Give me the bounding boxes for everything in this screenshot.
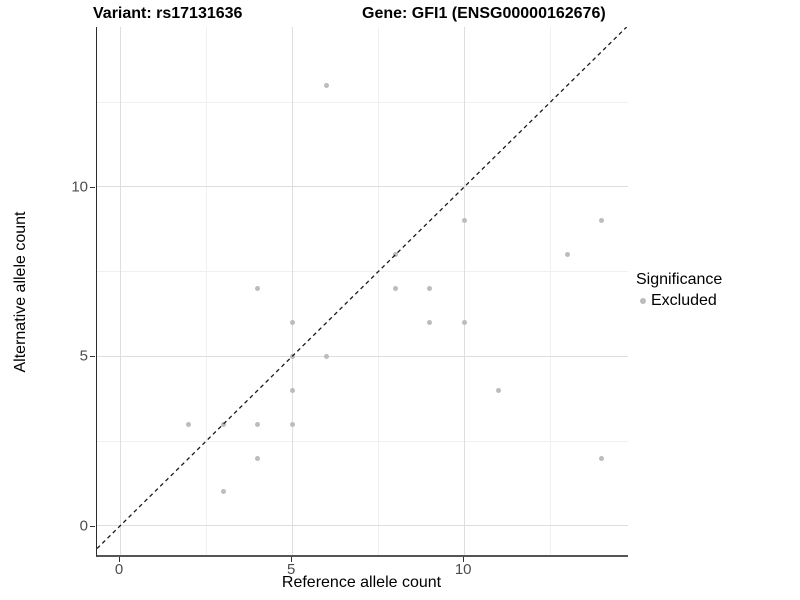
data-point bbox=[599, 455, 605, 461]
plot-title-variant: Variant: rs17131636 bbox=[93, 5, 243, 22]
y-tick-label: 0 bbox=[79, 517, 88, 535]
x-tick-label: 5 bbox=[286, 561, 296, 578]
data-point bbox=[427, 286, 433, 292]
y-major-gridline bbox=[97, 525, 628, 527]
x-tick-label: 10 bbox=[454, 561, 472, 578]
y-tick-label: 5 bbox=[79, 347, 88, 365]
data-point bbox=[220, 489, 226, 495]
y-axis-tick bbox=[89, 186, 95, 188]
x-minor-gridline bbox=[549, 27, 551, 555]
x-major-gridline bbox=[119, 27, 121, 555]
y-minor-gridline bbox=[97, 271, 628, 273]
legend-item-excluded: Excluded bbox=[640, 292, 722, 310]
data-point bbox=[392, 252, 398, 258]
data-point bbox=[324, 353, 330, 359]
plot-title-gene: Gene: GFI1 (ENSG00000162676) bbox=[362, 5, 606, 22]
legend-item-label: Excluded bbox=[651, 292, 717, 309]
data-point bbox=[461, 218, 467, 224]
y-minor-gridline bbox=[97, 101, 628, 103]
x-axis-tick bbox=[291, 557, 293, 562]
y-minor-gridline bbox=[97, 440, 628, 442]
data-point bbox=[186, 421, 192, 427]
data-point bbox=[427, 320, 433, 326]
data-point bbox=[324, 82, 330, 88]
data-point bbox=[255, 286, 261, 292]
data-point bbox=[255, 421, 261, 427]
legend-title: Significance bbox=[636, 271, 723, 288]
data-point bbox=[220, 421, 226, 427]
identity-dashed-line bbox=[97, 27, 628, 550]
x-major-gridline bbox=[463, 27, 465, 555]
y-tick-label: 10 bbox=[71, 178, 88, 196]
data-point bbox=[496, 387, 502, 393]
data-point bbox=[289, 387, 295, 393]
y-axis-tick bbox=[89, 525, 95, 527]
y-major-gridline bbox=[97, 186, 628, 188]
x-minor-gridline bbox=[205, 27, 207, 555]
data-point bbox=[392, 286, 398, 292]
excluded-point-icon bbox=[640, 298, 646, 304]
x-axis-tick bbox=[119, 557, 121, 562]
y-axis-tick bbox=[89, 356, 95, 358]
data-point bbox=[289, 320, 295, 326]
y-axis-title: Alternative allele count bbox=[12, 211, 29, 373]
data-point bbox=[289, 353, 295, 359]
x-major-gridline bbox=[291, 27, 293, 555]
data-point bbox=[255, 455, 261, 461]
x-minor-gridline bbox=[377, 27, 379, 555]
x-axis-tick bbox=[463, 557, 465, 562]
data-point bbox=[461, 320, 467, 326]
x-axis-title: Reference allele count bbox=[281, 574, 442, 591]
x-tick-label: 0 bbox=[114, 561, 124, 578]
plot-panel bbox=[96, 27, 628, 557]
data-point bbox=[599, 218, 605, 224]
data-point bbox=[289, 421, 295, 427]
data-point bbox=[564, 252, 570, 258]
y-major-gridline bbox=[97, 355, 628, 357]
legend: Significance Excluded bbox=[636, 271, 722, 310]
